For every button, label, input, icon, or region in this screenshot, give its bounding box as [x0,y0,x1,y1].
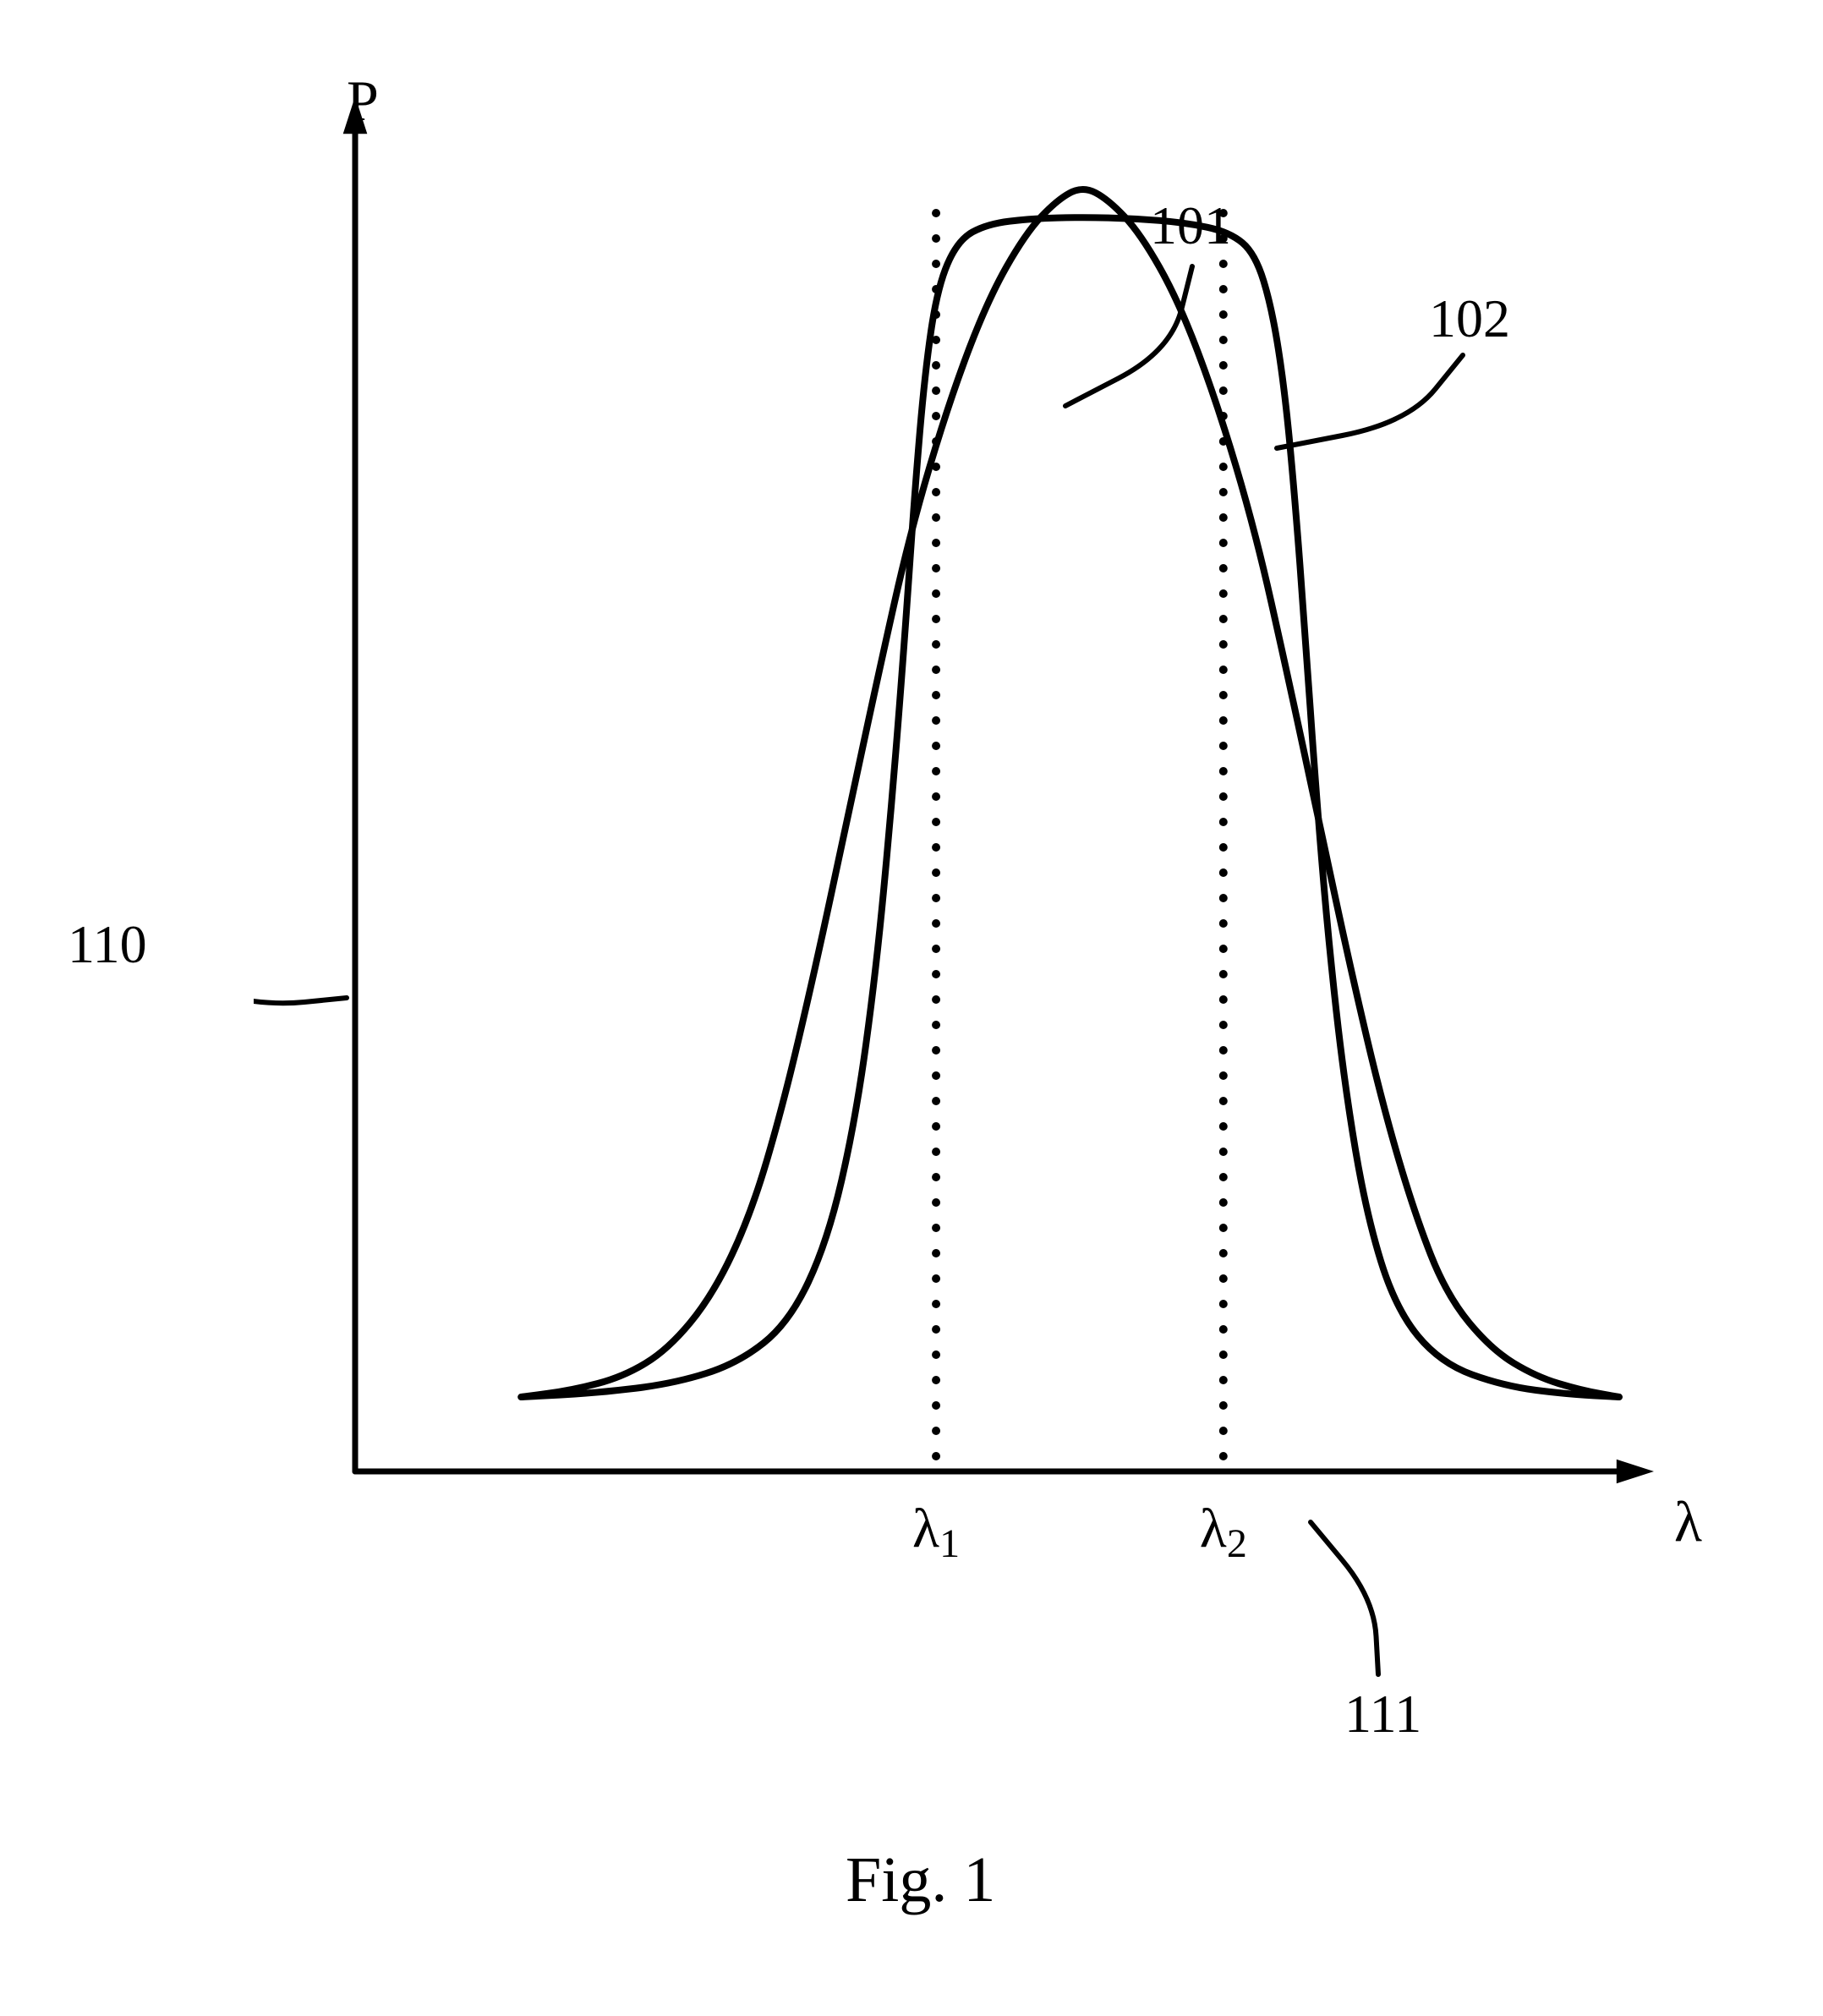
leader-line-111 [1311,1522,1378,1674]
leader-line-110 [254,981,347,1003]
reference-label-101: 101 [1150,194,1231,257]
y-axis-label: P [347,68,379,134]
x-marker-symbol-1: λ [1200,1498,1227,1559]
chart-canvas [254,101,1818,1945]
x-marker-symbol-0: λ [912,1498,939,1559]
reference-label-102: 102 [1429,288,1510,350]
x-marker-label-0: λ1 [912,1497,960,1561]
reference-label-110: 110 [68,913,147,976]
reference-label-111: 111 [1344,1683,1421,1745]
curve-101 [521,189,1619,1397]
x-axis-label: λ [1674,1488,1702,1555]
spectral-chart: P λ Fig. 1 λ1λ2101102110111 [254,101,1818,1945]
figure-caption: Fig. 1 [846,1843,995,1917]
x-marker-subscript-0: 1 [939,1521,960,1566]
curve-102 [521,217,1619,1397]
x-marker-subscript-1: 2 [1227,1521,1247,1566]
x-marker-label-1: λ2 [1200,1497,1247,1561]
leader-line-102 [1277,355,1463,448]
